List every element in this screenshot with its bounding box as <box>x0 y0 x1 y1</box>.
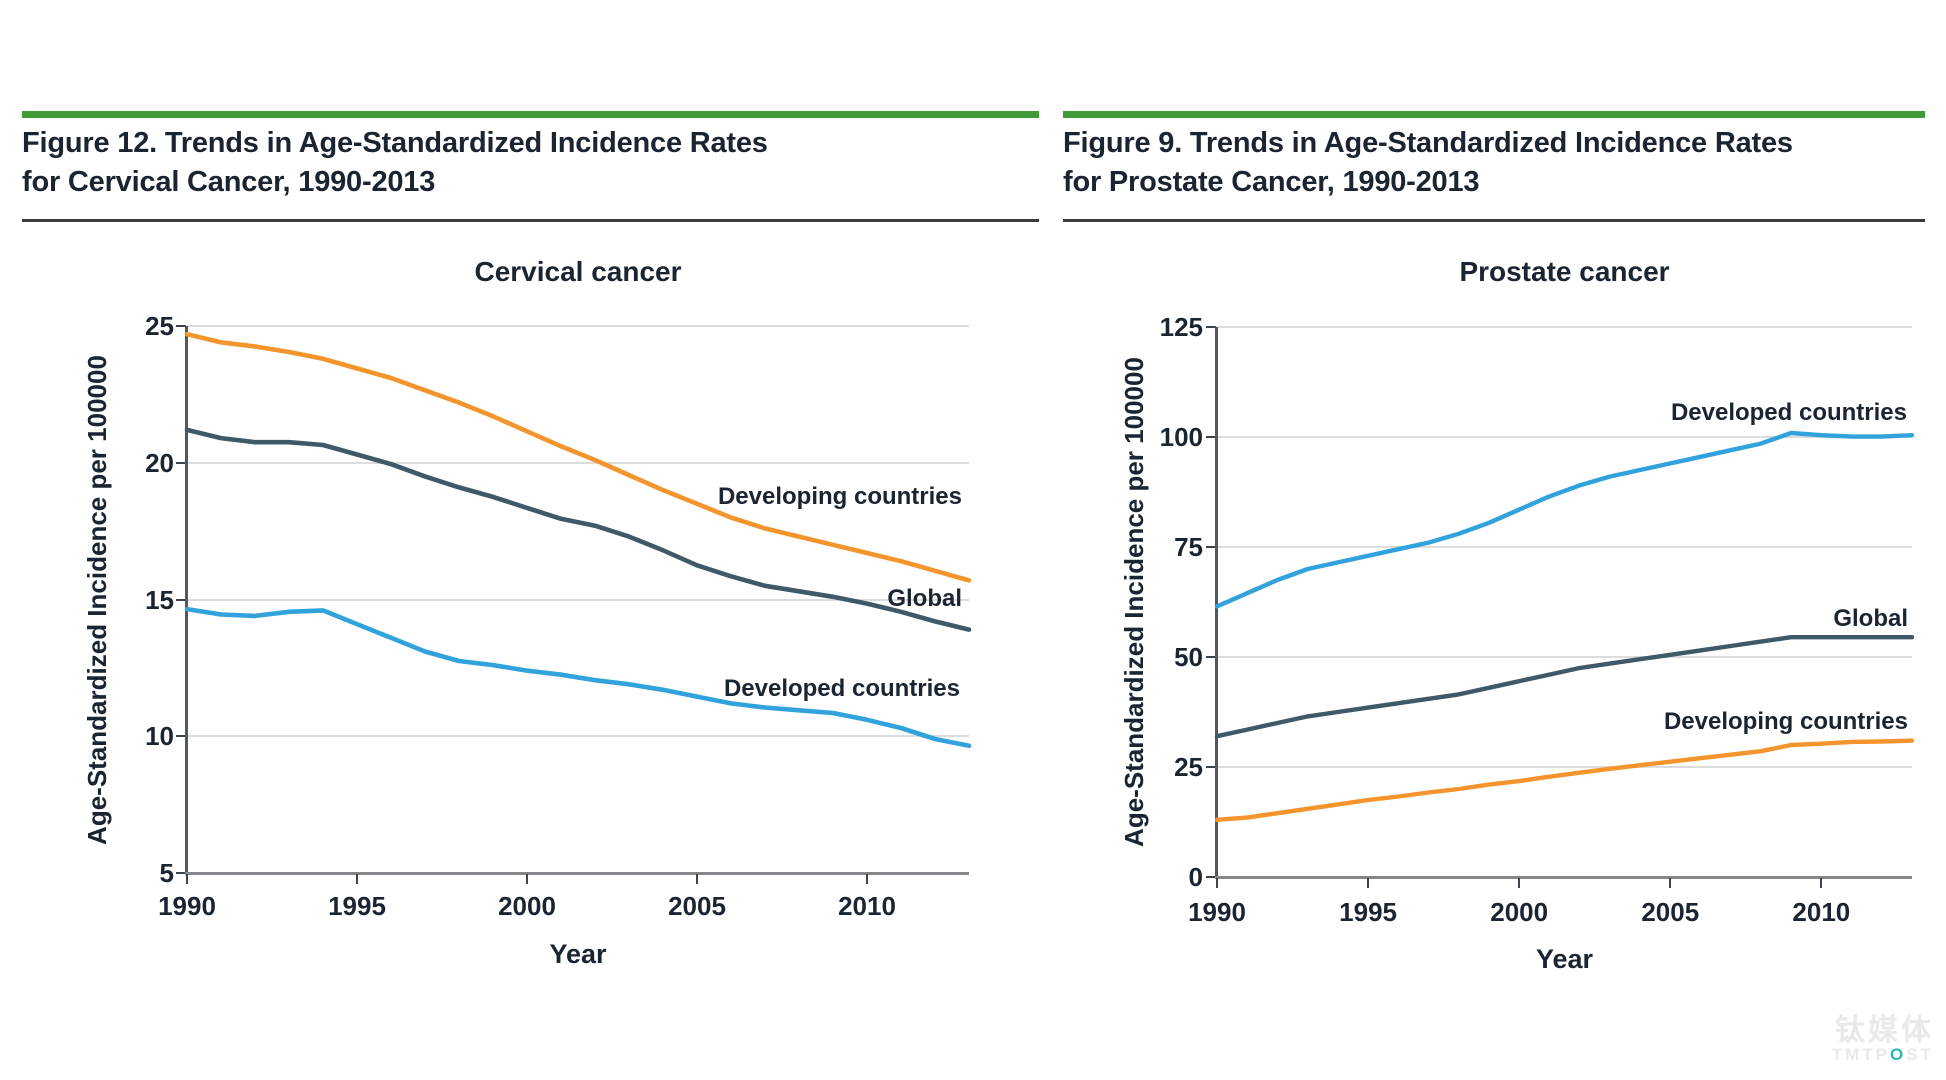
prostate-x-axis-line <box>1215 876 1912 879</box>
cervical-x-tick-label: 1995 <box>328 891 386 921</box>
cervical-x-tick <box>866 874 868 884</box>
prostate-y-tick-label: 125 <box>1159 312 1203 342</box>
prostate-gridline <box>1217 326 1912 328</box>
cervical-x-tick-label: 1990 <box>158 891 216 921</box>
cervical-series-label-developed-countries: Developed countries <box>723 675 960 702</box>
figure-title-right-line1: Figure 9. Trends in Age-Standardized Inc… <box>1063 127 1793 159</box>
cervical-y-tick-label: 25 <box>145 311 174 341</box>
cervical-y-tick <box>176 598 186 601</box>
watermark-chinese: 钛媒体 <box>1835 1013 1934 1047</box>
cervical-y-tick <box>176 461 186 464</box>
cervical-line-developing-countries <box>184 331 972 583</box>
prostate-y-tick <box>1206 766 1216 768</box>
prostate-y-tick <box>1206 876 1216 878</box>
header-accent-bar-left <box>22 111 1039 118</box>
cervical-x-tick-label: 2000 <box>498 891 556 921</box>
prostate-y-tick <box>1206 436 1216 438</box>
prostate-x-tick-label: 2000 <box>1490 897 1549 927</box>
cervical-x-tick-label: 2005 <box>668 891 726 921</box>
prostate-y-tick <box>1206 326 1216 328</box>
figure-title-left: Figure 12. Trends in Age-Standardized In… <box>22 124 768 202</box>
cervical-x-tick <box>526 874 528 884</box>
prostate-y-axis-title: Age-Standardized Incidence per 100000 <box>1119 357 1149 847</box>
prostate-line-developing-countries <box>1214 738 1915 822</box>
cervical-y-axis-line <box>185 326 188 873</box>
prostate-y-tick <box>1206 656 1216 658</box>
cervical-gridline <box>187 735 969 738</box>
cervical-x-axis-title: Year <box>549 939 607 969</box>
cervical-chart-title: Cervical cancer <box>474 256 682 287</box>
watermark-tmtpost: TMTPOST <box>1832 1046 1934 1064</box>
prostate-y-axis-line <box>1215 327 1218 877</box>
prostate-x-tick-label: 1990 <box>1188 897 1246 927</box>
figure-title-left-line1: Figure 12. Trends in Age-Standardized In… <box>22 127 768 159</box>
watermark-en-post: ST <box>1906 1045 1934 1065</box>
prostate-x-tick <box>1518 878 1521 888</box>
prostate-x-tick <box>1216 878 1218 888</box>
prostate-x-tick-label: 1995 <box>1339 897 1397 927</box>
cervical-y-tick <box>176 735 186 738</box>
prostate-y-tick-label: 50 <box>1174 642 1203 672</box>
prostate-y-tick <box>1206 546 1216 548</box>
figure-title-left-line2: for Cervical Cancer, 1990-2013 <box>22 166 436 198</box>
header-rule-right <box>1063 219 1925 222</box>
cervical-x-tick <box>696 874 698 884</box>
header-rule-left <box>22 219 1039 222</box>
cervical-y-tick-label: 5 <box>159 858 174 888</box>
figure-title-right-line2: for Prostate Cancer, 1990-2013 <box>1063 166 1480 198</box>
cervical-x-tick <box>186 874 188 884</box>
prostate-y-tick-label: 25 <box>1174 752 1203 782</box>
watermark: 钛媒体 TMTPOST <box>1832 1015 1934 1064</box>
prostate-gridline <box>1217 766 1912 768</box>
cervical-gridline <box>187 461 969 464</box>
prostate-series-label-developing-countries: Developing countries <box>1663 708 1908 735</box>
cervical-y-tick <box>176 872 186 874</box>
prostate-x-axis-title: Year <box>1535 944 1594 974</box>
prostate-x-tick <box>1669 878 1672 888</box>
prostate-y-tick-label: 75 <box>1174 532 1203 562</box>
cervical-y-tick-label: 20 <box>145 447 174 478</box>
prostate-y-tick-label: 100 <box>1159 422 1203 452</box>
cervical-y-tick-label: 15 <box>145 584 174 615</box>
prostate-series-label-global: Global <box>1833 605 1908 632</box>
prostate-y-tick-label: 0 <box>1188 862 1203 892</box>
cervical-y-tick-label: 10 <box>145 721 174 752</box>
cervical-x-tick <box>356 874 358 884</box>
header-accent-bar-right <box>1063 111 1925 118</box>
cervical-series-label-global: Global <box>887 585 962 612</box>
prostate-series-label-developed-countries: Developed countries <box>1670 399 1907 426</box>
cervical-x-tick-label: 2010 <box>838 891 896 921</box>
watermark-o-icon: O <box>1890 1045 1907 1065</box>
cervical-y-tick <box>176 325 186 327</box>
prostate-x-tick <box>1820 878 1823 888</box>
prostate-line-developed-countries <box>1214 430 1915 609</box>
prostate-x-tick-label: 2005 <box>1641 897 1700 927</box>
figure-title-right: Figure 9. Trends in Age-Standardized Inc… <box>1063 124 1793 202</box>
prostate-x-tick <box>1367 878 1370 888</box>
prostate-gridline <box>1217 656 1912 658</box>
prostate-gridline <box>1217 546 1912 548</box>
cervical-series-label-developing-countries: Developing countries <box>717 483 962 510</box>
prostate-x-tick-label: 2010 <box>1792 897 1851 927</box>
watermark-en-pre: TMTP <box>1831 1045 1891 1065</box>
prostate-gridline <box>1217 436 1912 438</box>
prostate-chart-title: Prostate cancer <box>1459 256 1670 287</box>
cervical-y-axis-title: Age-Standardized Incidence per 100000 <box>82 355 112 845</box>
cervical-gridline <box>187 325 969 327</box>
cervical-x-axis-line <box>185 872 969 875</box>
